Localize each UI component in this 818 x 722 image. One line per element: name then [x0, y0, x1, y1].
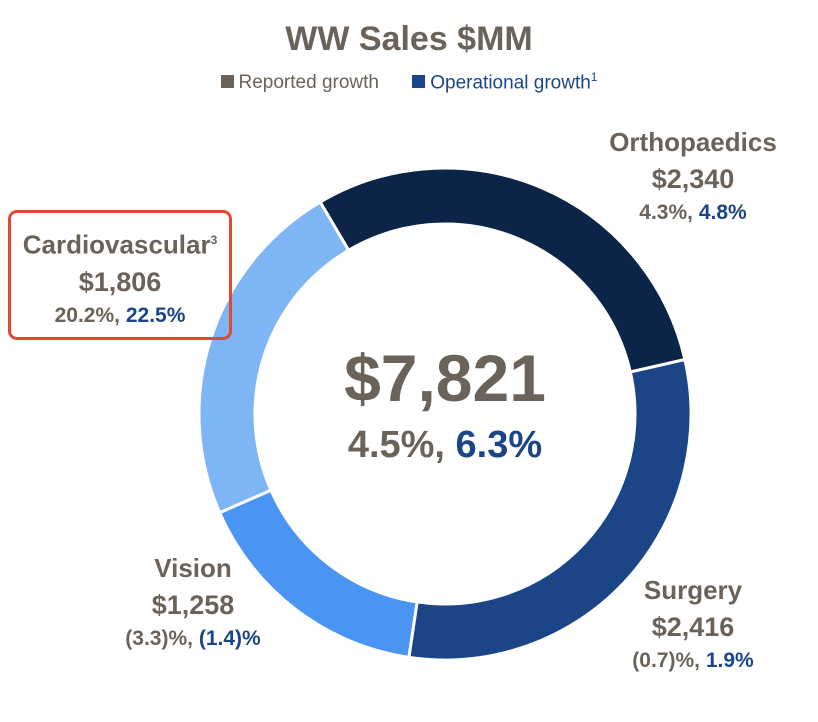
- cardiovascular-operational-growth: 22.5%: [125, 303, 186, 327]
- cardiovascular-growth: 20.2%, 22.5%: [8, 301, 232, 331]
- orthopaedics-name: Orthopaedics: [609, 127, 777, 157]
- cardiovascular-highlight-box: [8, 210, 232, 340]
- legend-reported: Reported growth: [220, 72, 379, 94]
- vision-name: Vision: [154, 553, 232, 583]
- surgery-name: Surgery: [643, 575, 743, 605]
- surgery-operational-growth: 1.9%: [705, 649, 754, 672]
- vision-label: Vision $1,258 (3.3)%, (1.4)%: [98, 550, 288, 654]
- legend-operational-swatch: [412, 75, 426, 89]
- cardiovascular-name: Cardiovascular: [22, 229, 211, 260]
- surgery-reported-growth: (0.7)%,: [632, 649, 700, 672]
- orthopaedics-reported-growth: 4.3%,: [639, 201, 693, 224]
- legend-operational-label: Operational growth: [430, 72, 591, 94]
- cardiovascular-footnote: 3: [210, 233, 218, 247]
- cardiovascular-value: $1,806: [78, 266, 162, 297]
- cardiovascular-label: Cardiovascular3 $1,806 20.2%, 22.5%: [8, 222, 232, 331]
- vision-value: $1,258: [151, 590, 235, 620]
- total-reported-growth: 4.5%,: [347, 424, 445, 466]
- legend-reported-label: Reported growth: [238, 72, 379, 94]
- orthopaedics-value: $2,340: [651, 164, 735, 194]
- vision-reported-growth: (3.3)%,: [125, 627, 193, 650]
- vision-growth: (3.3)%, (1.4)%: [98, 624, 288, 654]
- orthopaedics-growth: 4.3%, 4.8%: [578, 198, 808, 228]
- legend: Reported growth Operational growth1: [0, 70, 818, 94]
- total-operational-growth: 6.3%: [455, 424, 543, 466]
- surgery-growth: (0.7)%, 1.9%: [598, 646, 788, 676]
- legend-reported-swatch: [220, 75, 234, 89]
- legend-operational-footnote: 1: [590, 70, 598, 84]
- total-sales-value: $7,821: [344, 341, 546, 415]
- total-growth: 4.5%, 6.3%: [235, 424, 655, 467]
- legend-operational: Operational growth1: [412, 70, 597, 94]
- orthopaedics-operational-growth: 4.8%: [698, 201, 747, 224]
- surgery-label: Surgery $2,416 (0.7)%, 1.9%: [598, 572, 788, 676]
- cardiovascular-reported-growth: 20.2%,: [54, 303, 120, 327]
- donut-segment-cardiovascular: [197, 199, 351, 515]
- chart-title: WW Sales $MM: [285, 20, 533, 58]
- vision-operational-growth: (1.4)%: [198, 627, 261, 650]
- orthopaedics-label: Orthopaedics $2,340 4.3%, 4.8%: [578, 124, 808, 228]
- surgery-value: $2,416: [651, 612, 735, 642]
- cardiovascular-name-row: Cardiovascular3: [8, 222, 232, 263]
